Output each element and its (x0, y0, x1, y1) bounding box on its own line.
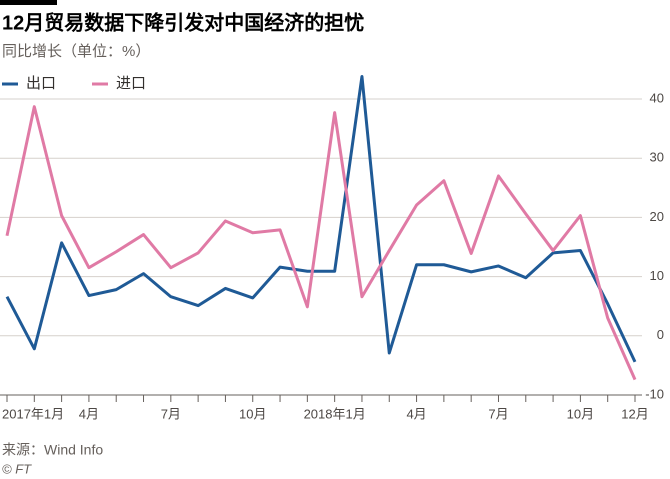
x-tick-label: 10月 (239, 406, 266, 421)
chart-title: 12月贸易数据下降引发对中国经济的担忧 (2, 10, 364, 34)
legend-label: 进口 (116, 75, 146, 92)
credit: © FT (2, 461, 32, 476)
y-tick-label: 10 (650, 268, 664, 283)
y-tick-label: 20 (650, 209, 664, 224)
y-tick-label: 30 (650, 150, 664, 165)
x-tick-label: 10月 (567, 406, 594, 421)
legend-label: 出口 (26, 75, 56, 92)
source: 来源：Wind Info (2, 442, 103, 458)
y-tick-label: -10 (645, 386, 664, 401)
y-tick-label: 40 (650, 90, 664, 105)
x-tick-label: 2018年1月 (304, 406, 366, 421)
x-tick-label: 7月 (161, 406, 181, 421)
y-tick-label: 0 (657, 327, 664, 342)
chart-subtitle: 同比增长（单位：%） (2, 43, 150, 60)
x-tick-label: 4月 (79, 406, 99, 421)
x-tick-label: 7月 (488, 406, 508, 421)
x-tick-label: 4月 (406, 406, 426, 421)
x-tick-label: 2017年1月 (2, 406, 64, 421)
header-bar (0, 0, 57, 5)
series-line (5, 75, 637, 363)
x-tick-label: 12月 (621, 406, 648, 421)
series-line (5, 105, 637, 381)
